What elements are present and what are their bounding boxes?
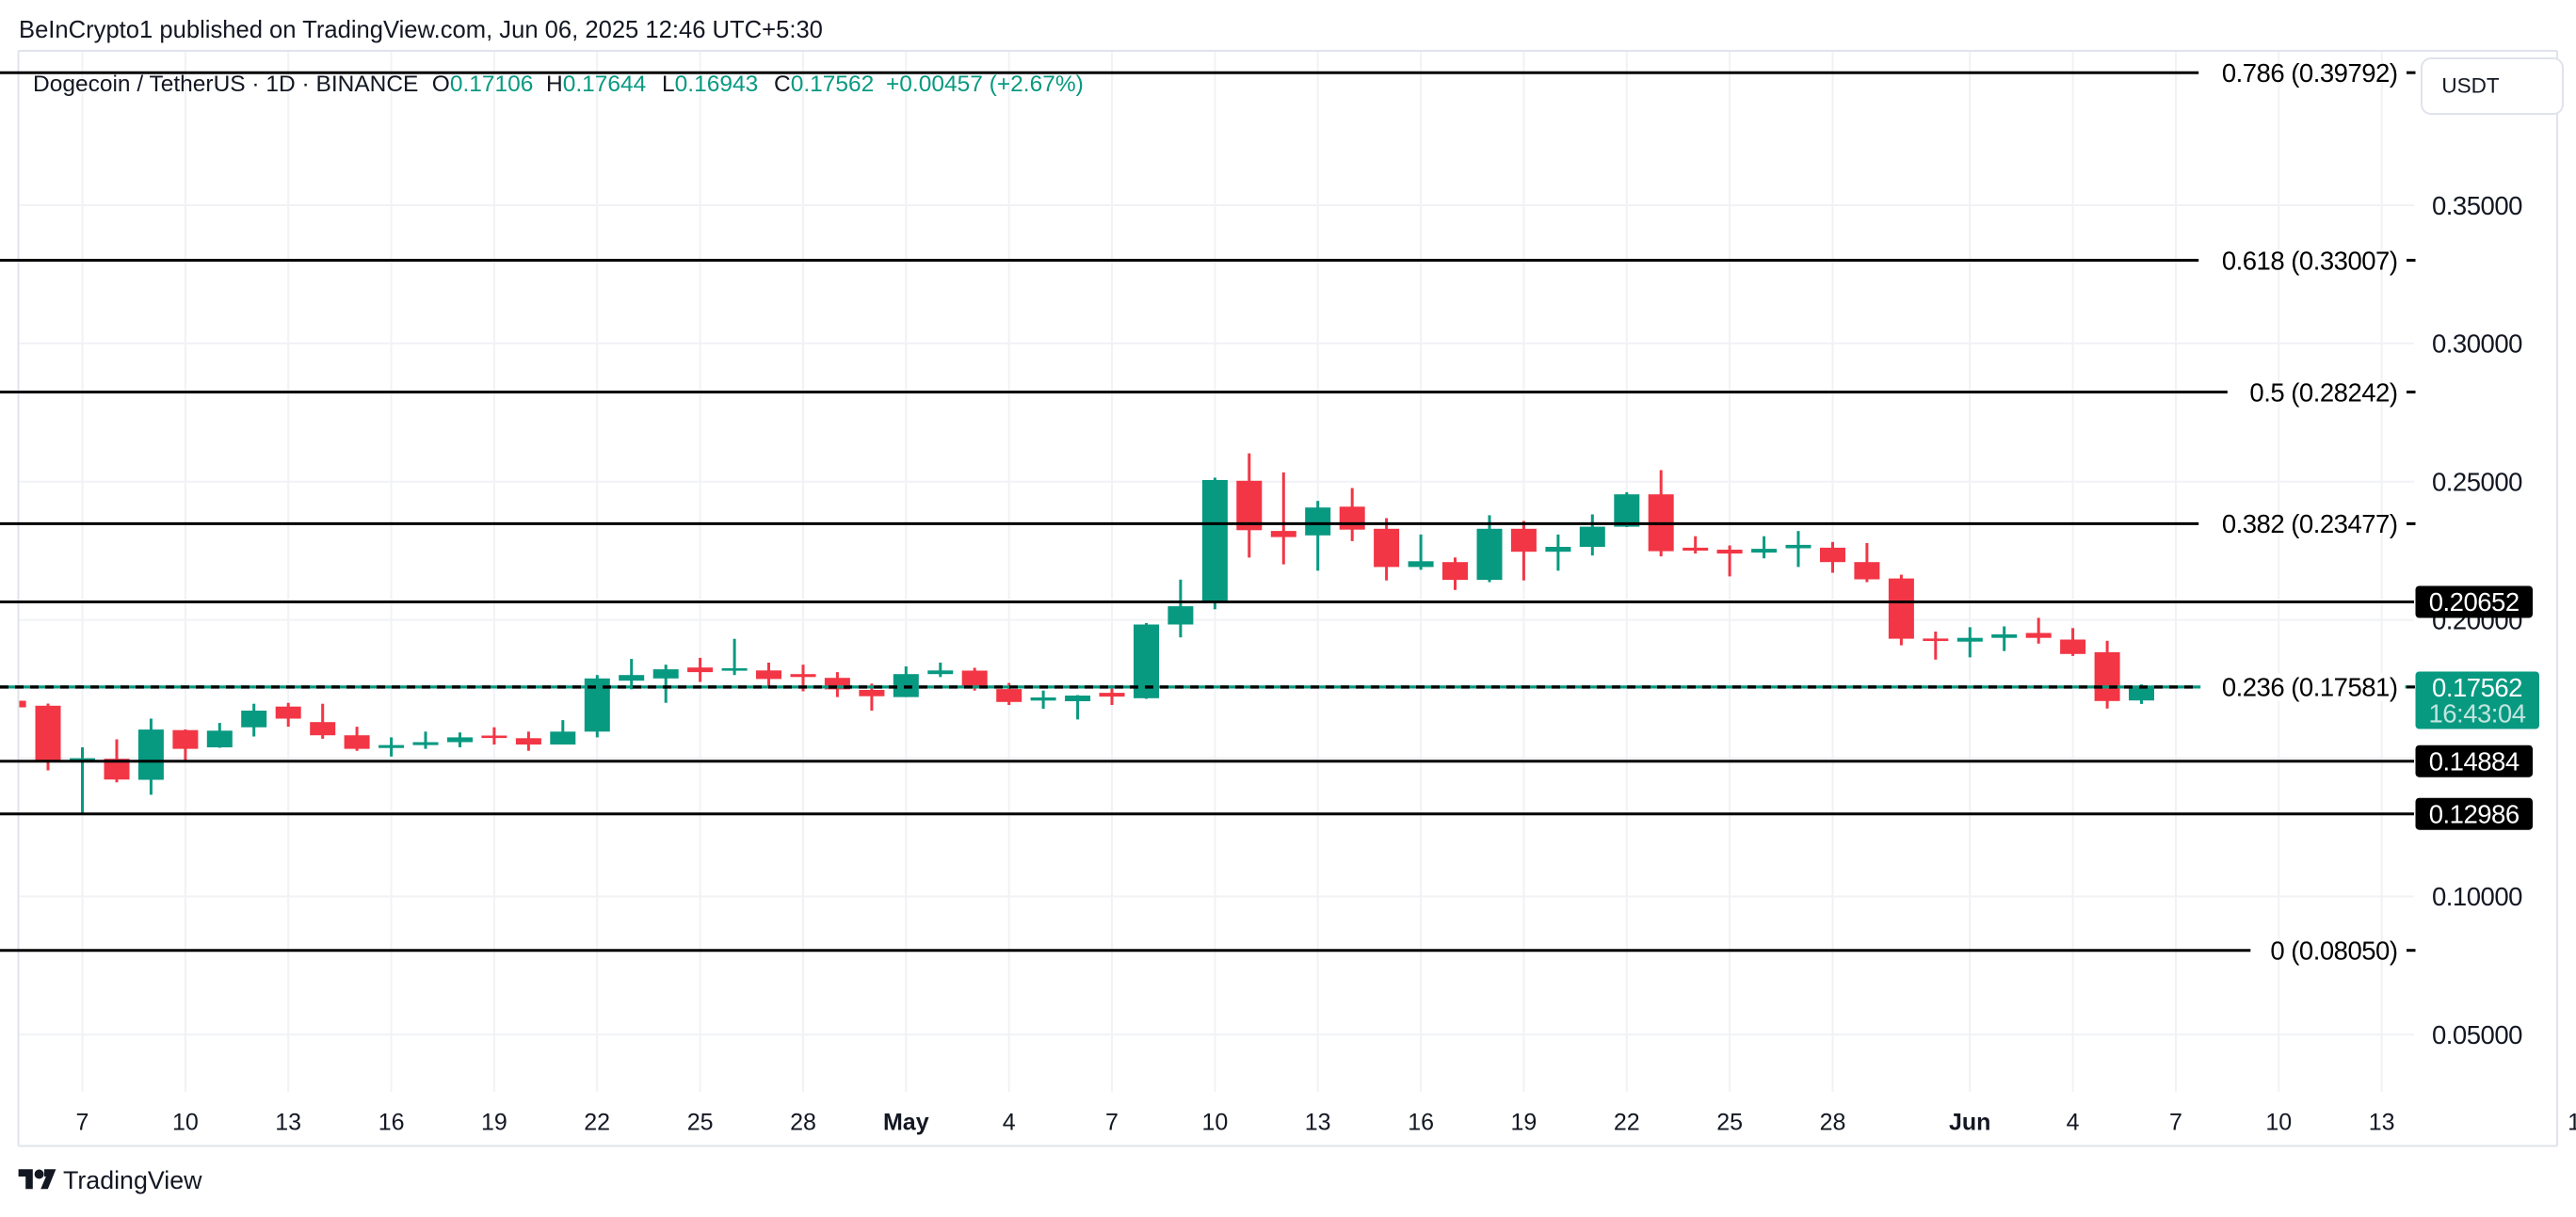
svg-text:L0.16943: L0.16943 xyxy=(662,72,758,97)
svg-text:0.236 (0.17581): 0.236 (0.17581) xyxy=(2222,673,2398,702)
svg-text:4: 4 xyxy=(2067,1110,2080,1136)
svg-text:7: 7 xyxy=(2169,1110,2182,1136)
svg-text:0.10000: 0.10000 xyxy=(2432,882,2522,911)
svg-text:0.35000: 0.35000 xyxy=(2432,191,2522,220)
svg-text:13: 13 xyxy=(1305,1110,1331,1136)
svg-text:7: 7 xyxy=(1105,1110,1119,1136)
svg-text:TradingView: TradingView xyxy=(63,1166,202,1194)
svg-text:10: 10 xyxy=(2265,1110,2292,1136)
svg-text:H0.17644: H0.17644 xyxy=(546,72,646,97)
svg-text:0.618 (0.33007): 0.618 (0.33007) xyxy=(2222,246,2398,275)
svg-text:0.05000: 0.05000 xyxy=(2432,1020,2522,1049)
svg-text:16: 16 xyxy=(378,1110,405,1136)
svg-text:0.12986: 0.12986 xyxy=(2429,799,2520,828)
svg-text:10: 10 xyxy=(1201,1110,1228,1136)
svg-text:0.17562: 0.17562 xyxy=(2432,673,2522,702)
svg-text:May: May xyxy=(883,1110,929,1136)
svg-text:16: 16 xyxy=(2568,1110,2576,1136)
svg-text:28: 28 xyxy=(790,1110,816,1136)
svg-text:4: 4 xyxy=(1003,1110,1016,1136)
svg-text:22: 22 xyxy=(584,1110,610,1136)
svg-text:25: 25 xyxy=(687,1110,714,1136)
svg-text:0.5 (0.28242): 0.5 (0.28242) xyxy=(2249,377,2397,407)
svg-text:Jun: Jun xyxy=(1949,1110,1990,1136)
svg-text:25: 25 xyxy=(1716,1110,1743,1136)
svg-text:0.14884: 0.14884 xyxy=(2429,746,2520,776)
svg-text:28: 28 xyxy=(1820,1110,1846,1136)
svg-text:16:43:04: 16:43:04 xyxy=(2428,698,2525,728)
svg-text:0.25000: 0.25000 xyxy=(2432,468,2522,497)
svg-text:7: 7 xyxy=(76,1110,89,1136)
svg-text:10: 10 xyxy=(172,1110,199,1136)
svg-text:19: 19 xyxy=(1510,1110,1537,1136)
svg-text:0.382 (0.23477): 0.382 (0.23477) xyxy=(2222,509,2398,538)
svg-text:0 (0.08050): 0 (0.08050) xyxy=(2270,937,2397,966)
svg-text:0.20652: 0.20652 xyxy=(2429,587,2520,617)
svg-text:19: 19 xyxy=(481,1110,507,1136)
svg-text:O0.17106: O0.17106 xyxy=(432,72,534,97)
svg-text:Dogecoin / TetherUS · 1D · BIN: Dogecoin / TetherUS · 1D · BINANCE xyxy=(33,72,418,97)
svg-text:22: 22 xyxy=(1614,1110,1640,1136)
svg-text:USDT: USDT xyxy=(2441,74,2500,98)
svg-text:+0.00457 (+2.67%): +0.00457 (+2.67%) xyxy=(886,72,1084,97)
svg-text:16: 16 xyxy=(1408,1110,1434,1136)
svg-text:BeInCrypto1 published on Tradi: BeInCrypto1 published on TradingView.com… xyxy=(19,17,823,43)
svg-text:0.786 (0.39792): 0.786 (0.39792) xyxy=(2222,58,2398,88)
svg-text:13: 13 xyxy=(275,1110,301,1136)
svg-text:0.30000: 0.30000 xyxy=(2432,329,2522,359)
svg-text:C0.17562: C0.17562 xyxy=(774,72,874,97)
svg-text:13: 13 xyxy=(2369,1110,2395,1136)
